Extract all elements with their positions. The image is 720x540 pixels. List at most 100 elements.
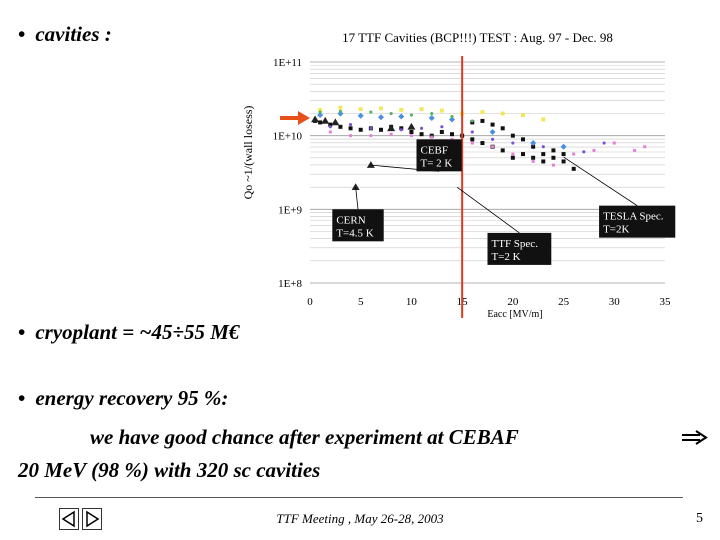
y-axis-label: Qo ~1/(wall losess)	[241, 106, 255, 200]
annotation-text: T=4.5 K	[336, 227, 373, 239]
data-point	[541, 152, 546, 157]
data-point	[531, 159, 535, 163]
annotation-text: T= 2 K	[421, 157, 453, 169]
data-point	[369, 126, 373, 130]
data-point	[489, 128, 496, 135]
bullet-cryoplant-text: cryoplant = ~45÷55 M€	[35, 320, 240, 344]
data-point	[331, 118, 340, 126]
data-point	[530, 140, 537, 147]
page-number: 5	[696, 511, 703, 526]
data-point	[351, 183, 360, 191]
annotation-text: T=2K	[603, 224, 629, 236]
data-point	[399, 128, 403, 132]
annotation-box	[416, 139, 462, 172]
data-point	[439, 129, 444, 134]
cebaf-chance-text: we have good chance after experiment at …	[90, 425, 519, 449]
data-point	[521, 137, 525, 142]
data-point	[521, 113, 525, 118]
data-point	[541, 159, 546, 164]
data-point	[409, 113, 413, 117]
data-point	[338, 105, 343, 110]
annotation-text: TESLA Spec.	[603, 211, 664, 223]
data-point	[348, 126, 353, 131]
data-point	[379, 127, 383, 132]
data-point	[531, 155, 536, 160]
data-point	[358, 127, 363, 132]
right-arrow-icon	[682, 430, 708, 445]
data-point	[612, 141, 616, 145]
data-point	[366, 161, 375, 168]
data-point	[510, 155, 515, 160]
data-point	[572, 152, 576, 156]
annotation-leader	[563, 156, 638, 206]
x-tick-label: 30	[609, 296, 621, 308]
x-tick-label: 5	[358, 296, 364, 308]
data-point	[551, 148, 556, 153]
data-point	[409, 129, 414, 134]
pointer-arrow-head	[298, 110, 310, 125]
data-point	[470, 137, 475, 142]
data-point	[561, 152, 566, 157]
qo-vs-eacc-chart: 17 TTF Cavities (BCP!!!) TEST : Aug. 97 …	[241, 30, 676, 320]
annotation-leader	[456, 186, 520, 234]
data-point	[349, 134, 353, 138]
data-point	[551, 155, 556, 160]
data-point	[349, 123, 353, 127]
data-point	[358, 107, 363, 112]
data-point	[321, 116, 330, 124]
data-point	[311, 115, 320, 123]
data-point	[470, 119, 474, 123]
data-point	[318, 110, 322, 114]
bullet-cavities: • cavities :	[18, 22, 112, 47]
data-point	[643, 145, 647, 149]
footer-meeting-text: TTF Meeting , May 26-28, 2003	[276, 511, 444, 526]
data-point	[521, 152, 525, 157]
data-point	[541, 117, 546, 122]
data-point	[480, 141, 485, 146]
y-tick-label: 1E+9	[278, 204, 302, 216]
x-tick-label: 25	[558, 296, 570, 308]
data-point	[420, 126, 424, 130]
data-point	[328, 130, 332, 134]
x-axis-label: Eacc [MV/m]	[487, 309, 542, 320]
data-point	[399, 107, 404, 112]
data-point	[470, 141, 474, 145]
data-point	[379, 106, 383, 111]
annotation-text: TTF Spec.	[492, 238, 539, 250]
next-slide-button[interactable]	[82, 508, 102, 530]
data-point	[582, 150, 586, 154]
y-tick-label: 1E+11	[273, 57, 302, 69]
bullet-energy-recovery: • energy recovery 95 %:	[18, 386, 228, 411]
data-point	[369, 134, 373, 138]
y-tick-label: 1E+10	[273, 131, 303, 143]
annotation-text: T=2 K	[492, 251, 521, 263]
bullet-energy-recovery-text: energy recovery 95 %:	[35, 386, 229, 410]
annotation-leader	[355, 187, 359, 210]
previous-slide-button[interactable]	[59, 508, 79, 530]
data-point	[328, 122, 333, 127]
data-point	[541, 145, 545, 149]
bullet-dot: •	[18, 386, 26, 410]
data-point	[500, 126, 505, 131]
annotation-text: CEBF	[421, 144, 449, 156]
data-point	[561, 159, 566, 164]
data-point	[318, 120, 323, 125]
triangle-right-icon	[86, 510, 100, 528]
data-point	[450, 132, 454, 137]
data-point	[428, 114, 435, 121]
data-point	[480, 110, 485, 115]
data-point	[409, 134, 413, 138]
data-point	[551, 163, 555, 167]
data-point	[369, 110, 373, 114]
data-point	[328, 125, 332, 129]
data-point	[500, 111, 505, 116]
annotation-box	[487, 232, 552, 265]
data-point	[491, 137, 495, 141]
data-point	[511, 141, 515, 145]
annotation-box	[332, 209, 384, 242]
data-point	[389, 132, 393, 136]
data-point	[531, 144, 536, 149]
x-tick-label: 10	[406, 296, 418, 308]
bullet-dot: •	[18, 22, 26, 46]
annotation-text: CERN	[336, 214, 365, 226]
